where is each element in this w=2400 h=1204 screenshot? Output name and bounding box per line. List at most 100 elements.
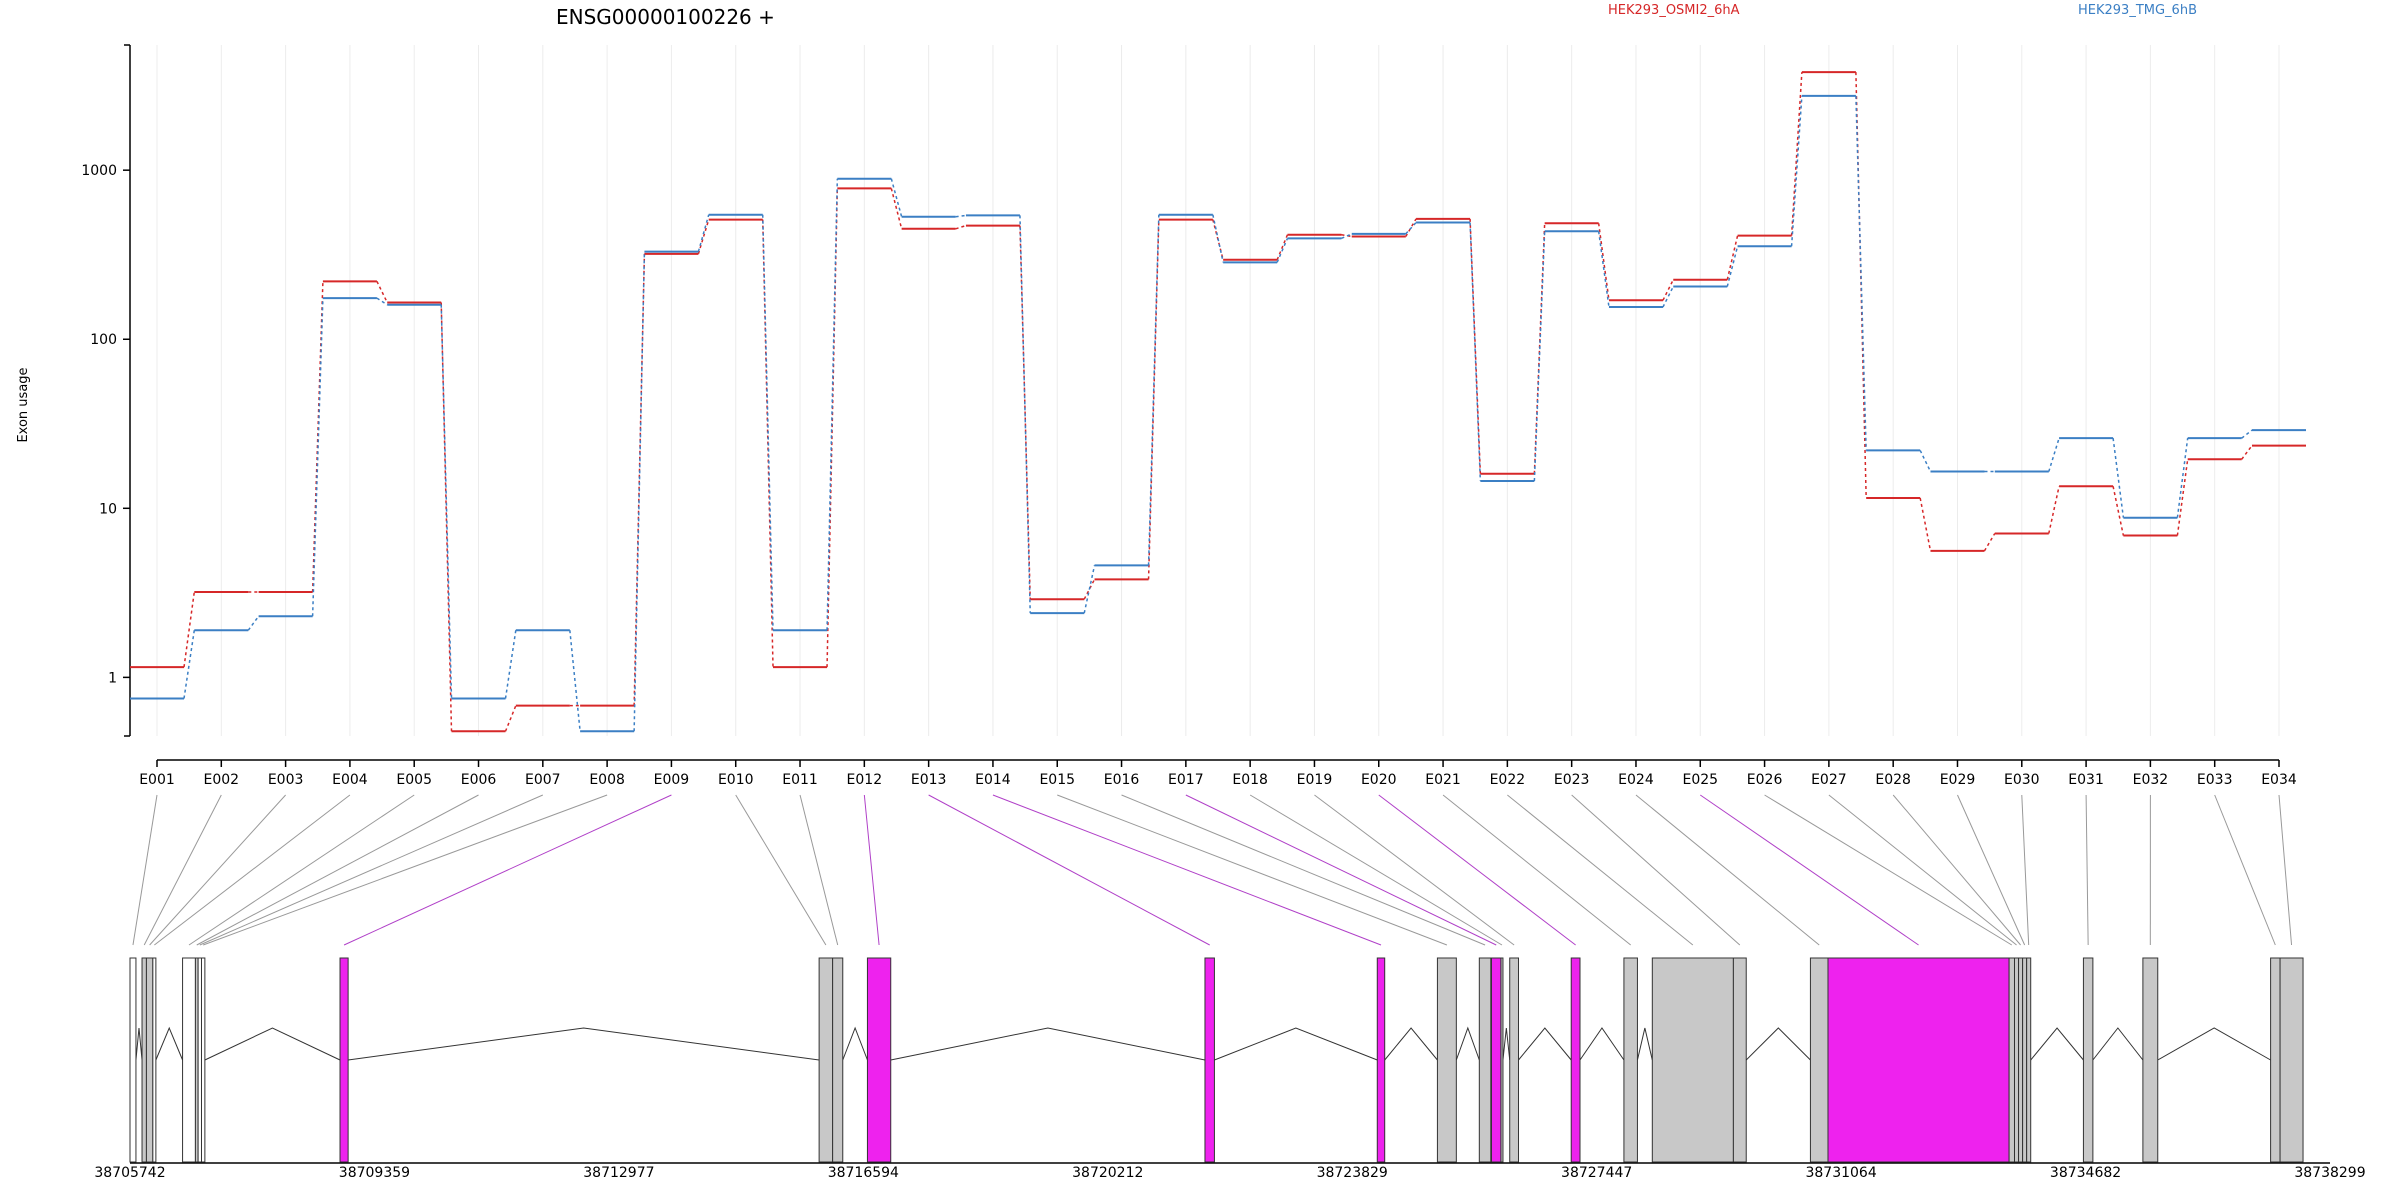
series-1-connector [1341,235,1351,237]
exon-block-e032 [2143,958,2158,1162]
x-tick-label-e004: E004 [332,772,368,788]
genomic-coordinate-label: 38738299 [2294,1165,2365,1181]
x-tick-label-e019: E019 [1297,772,1333,788]
x-tick-label-e026: E026 [1747,772,1783,788]
exon-block-e015 [1437,958,1456,1162]
intron-line [1637,1028,1652,1060]
exon-connector-e026 [1765,795,2012,945]
genomic-coordinate-label: 38709359 [339,1165,410,1181]
y-tick-label: 100 [90,332,117,348]
exon-block-e009 [340,958,348,1162]
exon-block-e003 [146,958,152,1162]
y-tick-label: 1000 [81,163,117,179]
intron-line [1456,1028,1479,1060]
series-2-connector [2049,438,2059,471]
x-tick-label-e032: E032 [2133,772,2169,788]
series-1-connector [2242,446,2252,460]
exon-block-e031 [2083,958,2092,1162]
x-tick-label-e025: E025 [1682,772,1718,788]
legend-series-1: HEK293_OSMI2_6hA [1608,3,1740,18]
intron-line [2158,1028,2271,1060]
exon-block-e020 [1571,958,1580,1162]
series-layer [130,72,2306,731]
x-tick-label-e030: E030 [2004,772,2040,788]
intron-line [843,1028,868,1060]
series-2-connector [2177,438,2187,518]
x-tick-label-e021: E021 [1425,772,1461,788]
exon-connector-e001 [133,795,157,945]
series-1-connector [506,706,516,732]
series-2-connector [570,630,580,731]
intron-line [205,1028,340,1060]
exon-connector-e029 [1957,795,2024,945]
x-tick-label-e014: E014 [975,772,1011,788]
series-2-connector [2113,438,2123,518]
exon-block-e024 [1810,958,1828,1162]
exon-block-e019 [1510,958,1519,1162]
exon-block-e008 [201,958,204,1162]
x-tick-label-e033: E033 [2197,772,2233,788]
x-tick-label-e011: E011 [782,772,818,788]
x-tick-label-e034: E034 [2261,772,2297,788]
x-tick-label-e002: E002 [204,772,240,788]
exon-connector-e005 [189,795,414,945]
exon-block-e021 [1624,958,1638,1162]
genomic-coordinate-label: 38716594 [828,1165,899,1181]
x-tick-label-e013: E013 [911,772,947,788]
exon-connector-e015 [1057,795,1447,945]
intron-line [2031,1028,2084,1060]
x-tick-label-e031: E031 [2068,772,2104,788]
exon-connector-e020 [1379,795,1576,945]
series-2-connector [1406,223,1416,234]
exon-connector-e003 [150,795,286,945]
x-tick-label-e018: E018 [1232,772,1268,788]
exon-connector-e027 [1829,795,2017,945]
series-1-connector [184,592,194,667]
series-1-connector [2177,459,2187,535]
exon-connector-e021 [1443,795,1631,945]
exon-block-e017 [1491,958,1500,1162]
y-tick-label: 10 [99,501,117,517]
intron-line [1580,1028,1624,1060]
exon-block-e018 [1501,958,1503,1162]
genomic-coordinate-label: 38723829 [1317,1165,1388,1181]
series-2-connector [1727,246,1737,286]
exon-block-e026 [2009,958,2014,1162]
series-1-connector [698,220,708,254]
exon-connector-e033 [2215,795,2276,945]
exon-connector-e023 [1572,795,1740,945]
genomic-coordinate-label: 38731064 [1805,1165,1876,1181]
exon-connector-e031 [2086,795,2088,945]
exon-block-e027 [2014,958,2018,1162]
exon-block-e013 [1205,958,1214,1162]
x-tick-label-e015: E015 [1039,772,1075,788]
exon-block-e025 [1828,958,2009,1162]
exon-connector-e034 [2279,795,2292,945]
exon-block-e014 [1377,958,1384,1162]
exon-block-e010 [819,958,833,1162]
x-tick-label-e017: E017 [1168,772,1204,788]
x-tick-label-e024: E024 [1618,772,1654,788]
x-tick-label-e028: E028 [1875,772,1911,788]
exon-block-e033 [2271,958,2280,1162]
exon-connector-e016 [1122,795,1486,945]
exon-block-e011 [833,958,843,1162]
exon-block-e004 [153,958,156,1162]
series-2-connector [2242,430,2252,438]
exon-connector-e028 [1893,795,2020,945]
intron-line [2093,1028,2143,1060]
exon-connector-e006 [197,795,479,945]
exon-block-e030 [2027,958,2031,1162]
intron-line [1385,1028,1438,1060]
exon-connector-e002 [144,795,221,945]
exon-block-e016 [1479,958,1490,1162]
legend-series-2: HEK293_TMG_6hB [2078,3,2197,18]
intron-line [1214,1028,1377,1060]
x-tick-label-e010: E010 [718,772,754,788]
x-tick-label-e006: E006 [461,772,497,788]
series-1-connector [1856,72,1866,498]
exon-block-e022 [1652,958,1733,1162]
exon-connector-e014 [993,795,1381,945]
